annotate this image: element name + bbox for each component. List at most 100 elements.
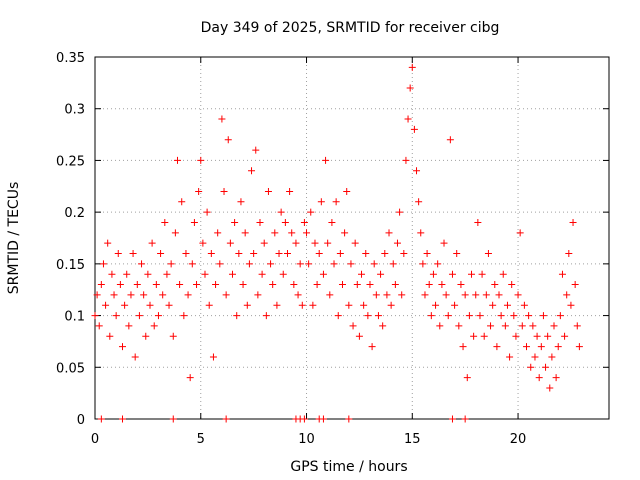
data-point (512, 332, 520, 340)
data-point (163, 270, 171, 278)
data-point (104, 239, 112, 247)
data-point (548, 353, 556, 361)
data-point (463, 374, 471, 382)
data-point (389, 260, 397, 268)
data-point (178, 198, 186, 206)
data-point (465, 312, 473, 320)
data-point (487, 322, 495, 330)
data-point (279, 270, 287, 278)
data-point (182, 250, 190, 258)
data-point (195, 187, 203, 195)
y-tick-label: 0.2 (64, 206, 85, 221)
data-point (231, 218, 239, 226)
data-point (171, 229, 179, 237)
data-point (277, 208, 285, 216)
data-point (470, 332, 478, 340)
data-point (106, 332, 114, 340)
data-point (343, 187, 351, 195)
data-point (237, 198, 245, 206)
data-point (102, 301, 110, 309)
data-point (190, 218, 198, 226)
data-point (226, 239, 234, 247)
data-point (417, 229, 425, 237)
data-point (296, 260, 304, 268)
data-point (292, 239, 300, 247)
data-point (436, 322, 444, 330)
data-point (224, 136, 232, 144)
data-point (455, 322, 463, 330)
data-point (429, 270, 437, 278)
data-point (413, 167, 421, 175)
data-point (127, 291, 135, 299)
data-point (393, 239, 401, 247)
data-point (451, 301, 459, 309)
data-point (188, 260, 196, 268)
data-point (319, 270, 327, 278)
data-point (552, 374, 560, 382)
data-point (157, 250, 165, 258)
data-point (556, 312, 564, 320)
data-point (474, 218, 482, 226)
data-point (341, 229, 349, 237)
data-point (254, 291, 262, 299)
data-point (169, 332, 177, 340)
data-point (262, 312, 270, 320)
chart-title: Day 349 of 2025, SRMTID for receiver cib… (201, 20, 500, 36)
data-point (241, 229, 249, 237)
data-point (410, 125, 418, 133)
data-point (176, 281, 184, 289)
data-point (468, 270, 476, 278)
data-point (303, 229, 311, 237)
data-point (544, 332, 552, 340)
x-tick-label: 20 (510, 432, 527, 447)
data-point (334, 312, 342, 320)
data-point (300, 218, 308, 226)
data-point (330, 260, 338, 268)
data-point (209, 353, 217, 361)
y-axis-label: SRMTID / TECUs (6, 182, 22, 295)
y-tick-label: 0.25 (56, 154, 85, 169)
data-point (324, 239, 332, 247)
data-point (165, 301, 173, 309)
data-point (336, 250, 344, 258)
data-point (391, 281, 399, 289)
data-point (201, 270, 209, 278)
data-point (444, 312, 452, 320)
data-point (173, 156, 181, 164)
data-point (514, 291, 522, 299)
data-point (169, 415, 177, 423)
data-point (510, 312, 518, 320)
data-point (567, 301, 575, 309)
data-point (298, 301, 306, 309)
data-point (423, 250, 431, 258)
data-point (256, 218, 264, 226)
data-point (503, 301, 511, 309)
data-point (313, 281, 321, 289)
x-tick-label: 0 (91, 432, 99, 447)
data-point (529, 322, 537, 330)
data-point (203, 208, 211, 216)
data-point (252, 146, 260, 154)
data-point (235, 250, 243, 258)
data-point (408, 63, 416, 71)
data-point (212, 281, 220, 289)
data-point (493, 343, 501, 351)
data-point (353, 281, 361, 289)
y-tick-label: 0.1 (64, 310, 85, 325)
data-point (326, 291, 334, 299)
data-point (345, 415, 353, 423)
data-point (197, 156, 205, 164)
data-point (497, 312, 505, 320)
data-point (138, 260, 146, 268)
data-point (558, 270, 566, 278)
data-point (146, 301, 154, 309)
data-point (319, 415, 327, 423)
data-point (245, 260, 253, 268)
data-point (362, 250, 370, 258)
data-point (148, 239, 156, 247)
data-point (495, 291, 503, 299)
x-tick-label: 10 (298, 432, 315, 447)
data-point (233, 312, 241, 320)
data-point (322, 156, 330, 164)
